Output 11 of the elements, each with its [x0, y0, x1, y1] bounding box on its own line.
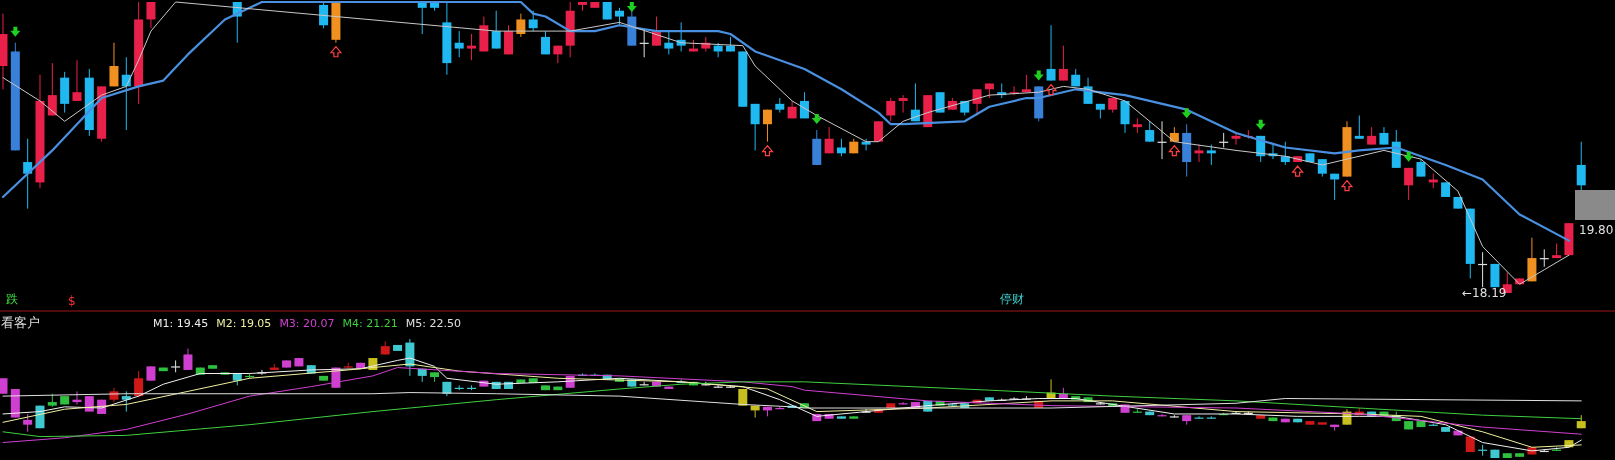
text: M5: 22.50 — [405, 317, 461, 330]
chart-title: 看客户 — [1, 315, 40, 330]
text: M3: 20.07 — [279, 317, 335, 330]
text: M4: 21.21 — [342, 317, 398, 330]
text: M2: 19.05 — [216, 317, 272, 330]
annotation: 19.80 — [1579, 223, 1614, 237]
text: M1: 19.45 — [153, 317, 209, 330]
text: $ — [68, 294, 76, 308]
annotation: 跌 — [6, 292, 18, 306]
annotation: ←18.19 — [1462, 286, 1507, 300]
annotation: 停财 — [1000, 292, 1024, 306]
